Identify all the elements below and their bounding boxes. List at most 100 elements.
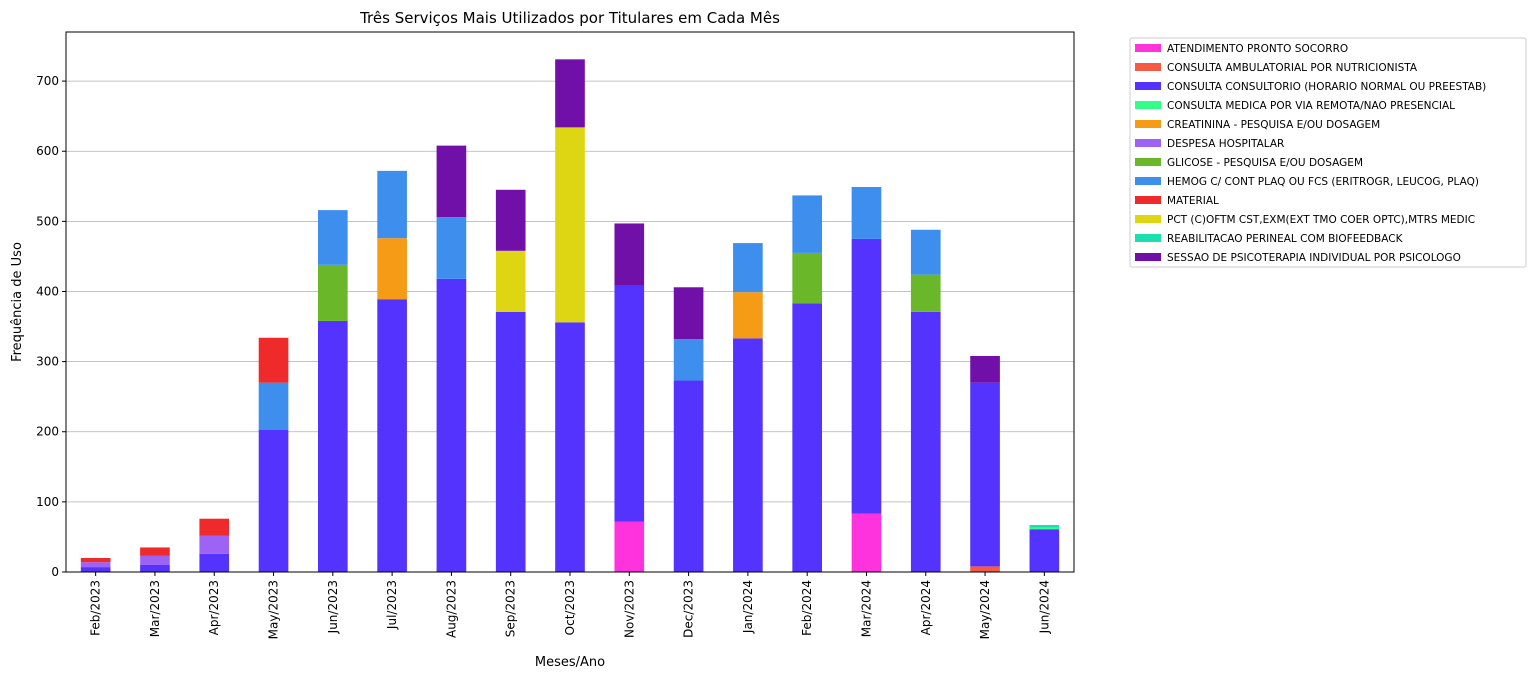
legend-label: CONSULTA CONSULTORIO (HORARIO NORMAL OU …: [1167, 81, 1486, 93]
x-axis: Feb/2023 Mar/2023 Apr/2023 May/2023 Jun/2023…: [89, 572, 1051, 639]
bar-segment: [910, 311, 941, 572]
x-tick-label: Feb/2024: [800, 580, 814, 636]
y-axis-title: Frequência de Uso: [10, 242, 25, 362]
legend-swatch: [1135, 82, 1161, 90]
x-tick-label: Mar/2023: [148, 580, 162, 637]
bar-segment: [377, 299, 407, 572]
chart-title: Três Serviços Mais Utilizados por Titula…: [359, 9, 780, 27]
bars: [80, 59, 1060, 572]
bar-segment: [140, 547, 170, 556]
legend-box: [1129, 37, 1527, 268]
x-tick-label: May/2023: [267, 580, 281, 639]
bar-segment: [673, 339, 704, 381]
x-tick-label: Mar/2024: [859, 580, 873, 637]
x-tick-label: Jun/2023: [326, 580, 340, 634]
y-tick-label: 500: [36, 214, 59, 228]
legend-label: MATERIAL: [1167, 195, 1219, 207]
bar-segment: [318, 264, 348, 321]
bar-segment: [436, 145, 467, 218]
legend-label: DESPESA HOSPITALAR: [1167, 138, 1284, 150]
bar-segment: [495, 189, 526, 251]
bar-segment: [1029, 527, 1060, 530]
legend-label: CREATININA - PESQUISA E/OU DOSAGEM: [1167, 119, 1380, 131]
legend-label: ATENDIMENTO PRONTO SOCORRO: [1167, 43, 1348, 55]
legend-swatch: [1135, 253, 1161, 261]
bar-segment: [733, 292, 763, 339]
bar-segment: [910, 229, 941, 275]
bar-segment: [80, 567, 111, 572]
bar-segment: [318, 210, 348, 265]
bar-segment: [851, 186, 882, 239]
legend-swatch: [1135, 101, 1161, 109]
bar-segment: [673, 287, 704, 340]
bar-segment: [614, 285, 645, 522]
y-tick-label: 100: [36, 495, 59, 509]
bar-segment: [377, 238, 407, 300]
legend-label: REABILITACAO PERINEAL COM BIOFEEDBACK: [1167, 233, 1404, 245]
x-tick-label: Apr/2023: [207, 580, 221, 635]
legend-swatch: [1135, 120, 1161, 128]
x-tick-label: Dec/2023: [682, 580, 696, 638]
bar-segment: [436, 217, 467, 279]
bar-segment: [733, 338, 763, 572]
bar-segment: [140, 555, 170, 565]
x-tick-label: Apr/2024: [919, 580, 933, 635]
x-tick-label: May/2024: [978, 580, 992, 639]
bar-segment: [199, 535, 230, 554]
y-tick-label: 400: [36, 284, 59, 298]
bar-segment: [555, 127, 585, 323]
bar-segment: [495, 250, 526, 312]
bar-segment: [377, 170, 407, 239]
legend-label: HEMOG C/ CONT PLAQ OU FCS (ERITROGR, LEU…: [1167, 176, 1479, 188]
legend-swatch: [1135, 139, 1161, 147]
legend-label: GLICOSE - PESQUISA E/OU DOSAGEM: [1167, 157, 1363, 169]
bar-segment: [495, 311, 526, 572]
y-tick-label: 0: [51, 565, 59, 579]
bar-segment: [614, 223, 645, 286]
bar-segment: [970, 356, 1000, 383]
y-tick-label: 200: [36, 425, 59, 439]
x-tick-label: Feb/2023: [89, 580, 103, 636]
bar-segment: [555, 59, 585, 128]
legend-label: CONSULTA MEDICA POR VIA REMOTA/NAO PRESE…: [1167, 100, 1455, 112]
bar-segment: [792, 195, 822, 253]
bar-segment: [80, 557, 111, 563]
bar-segment: [792, 303, 822, 572]
bar-segment: [199, 553, 230, 572]
x-axis-title: Meses/Ano: [535, 655, 605, 670]
legend-swatch: [1135, 158, 1161, 166]
bar-segment: [733, 243, 763, 293]
bar-segment: [851, 238, 882, 514]
x-tick-label: Jul/2023: [385, 580, 399, 630]
bar-segment: [436, 278, 467, 572]
x-tick-label: Jun/2024: [1037, 580, 1051, 634]
y-axis: 0 100 200 300 400 500 600 700: [36, 74, 66, 579]
bar-segment: [673, 380, 704, 572]
bar-segment: [970, 382, 1000, 567]
bar-segment: [140, 564, 170, 572]
bar-segment: [258, 382, 289, 430]
legend-swatch: [1135, 63, 1161, 71]
bar-segment: [614, 521, 645, 572]
bar-segment: [199, 518, 230, 536]
bar-segment: [80, 562, 111, 568]
y-tick-label: 600: [36, 144, 59, 158]
legend-label: PCT (C)OFTM CST,EXM(EXT TMO COER OPTC),M…: [1167, 214, 1475, 226]
legend-swatch: [1135, 234, 1161, 242]
x-tick-label: Oct/2023: [563, 580, 577, 635]
bar-segment: [970, 566, 1000, 572]
bar-segment: [258, 429, 289, 572]
y-tick-label: 700: [36, 74, 59, 88]
legend-swatch: [1135, 215, 1161, 223]
legend-label: CONSULTA AMBULATORIAL POR NUTRICIONISTA: [1167, 62, 1418, 74]
bar-segment: [1029, 525, 1060, 528]
x-tick-label: Sep/2023: [504, 580, 518, 637]
bar-segment: [318, 320, 348, 572]
bar-segment: [792, 252, 822, 304]
legend-label: SESSAO DE PSICOTERAPIA INDIVIDUAL POR PS…: [1167, 252, 1461, 264]
y-tick-label: 300: [36, 355, 59, 369]
bar-segment: [910, 274, 941, 312]
x-tick-label: Jan/2024: [741, 580, 755, 634]
x-tick-label: Aug/2023: [444, 580, 458, 638]
